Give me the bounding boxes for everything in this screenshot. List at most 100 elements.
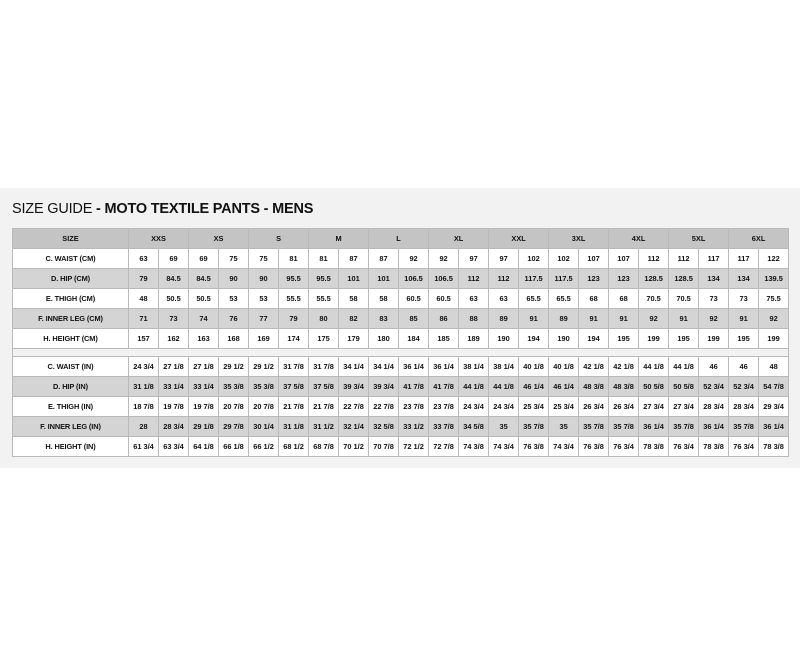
table-cell: 74 3/8 <box>458 435 490 457</box>
table-cell: 71 <box>128 307 159 329</box>
table-cell: 46 <box>728 355 760 377</box>
table-cell: 117 <box>698 247 730 269</box>
table-cell: 52 3/4 <box>698 375 730 397</box>
table-cell: 35 7/8 <box>518 415 550 437</box>
table-cell: 38 1/4 <box>488 355 520 377</box>
table-cell: 112 <box>638 247 670 269</box>
table-cell: 168 <box>218 327 250 349</box>
table-cell: 180 <box>368 327 400 349</box>
table-cell: 35 7/8 <box>578 415 610 437</box>
table-cell: 90 <box>248 267 280 289</box>
table-cell: 29 1/2 <box>248 355 280 377</box>
table-cell: 68 7/8 <box>308 435 340 457</box>
table-cell: 175 <box>308 327 340 349</box>
table-cell: 19 7/8 <box>157 395 190 417</box>
page-title: SIZE GUIDE - MOTO TEXTILE PANTS - MENS <box>12 201 788 218</box>
table-cell: 80 <box>308 307 340 329</box>
table-header-row: SIZE XXS XS S M L XL XXL 3XL 4XL 5XL 6XL <box>12 227 790 249</box>
table-cell: 27 3/4 <box>638 395 670 417</box>
table-header: SIZE XXS XS S M L XL XXL 3XL 4XL 5XL 6XL <box>12 227 790 249</box>
table-cell: 40 1/8 <box>518 355 550 377</box>
table-cell: 88 <box>458 307 490 329</box>
size-guide: SIZE GUIDE - MOTO TEXTILE PANTS - MENS S… <box>0 188 800 467</box>
table-cell: 190 <box>488 327 520 349</box>
table-cell: 128.5 <box>638 267 670 289</box>
table-cell: 22 7/8 <box>338 395 370 417</box>
table-cell: 117.5 <box>518 267 550 289</box>
table-cell: 199 <box>638 327 670 349</box>
table-cell: 68 <box>608 287 640 309</box>
table-cell: 123 <box>578 267 610 289</box>
table-cell: 24 3/4 <box>488 395 520 417</box>
table-cell: 89 <box>548 307 580 329</box>
table-cell: 72 1/2 <box>398 435 430 457</box>
table-cell: 23 7/8 <box>398 395 430 417</box>
table-cell: 97 <box>488 247 520 269</box>
table-cell: 112 <box>488 267 520 289</box>
table-cell: 30 1/4 <box>248 415 280 437</box>
header-cell-size: SIZE <box>12 227 129 249</box>
table-cell: 194 <box>518 327 550 349</box>
table-cell: 35 3/8 <box>248 375 280 397</box>
table-cell: 63 <box>128 247 159 269</box>
table-cell: 25 3/4 <box>518 395 550 417</box>
table-cell: 65.5 <box>548 287 580 309</box>
table-cell: 65.5 <box>518 287 550 309</box>
table-cell: 97 <box>458 247 490 269</box>
table-cell: 134 <box>728 267 760 289</box>
table-cell: 78 3/8 <box>698 435 730 457</box>
table-cell: 27 1/8 <box>157 355 190 377</box>
table-body: C. WAIST (CM) 63 69 69 75 75 81 81 87 87 92 92 97 97 1… <box>11 247 790 457</box>
table-cell: 36 1/4 <box>758 415 790 437</box>
table-cell: 82 <box>338 307 370 329</box>
table-cell: 86 <box>428 307 460 329</box>
table-cell: 77 <box>248 307 280 329</box>
table-cell: 102 <box>548 247 580 269</box>
table-cell: 68 1/2 <box>278 435 310 457</box>
table-cell: 29 7/8 <box>218 415 250 437</box>
table-cell: 74 3/4 <box>488 435 520 457</box>
table-cell: 21 7/8 <box>278 395 310 417</box>
table-cell: 31 1/8 <box>278 415 310 437</box>
table-cell: 33 1/4 <box>157 375 190 397</box>
table-cell: 35 <box>488 415 520 437</box>
table-cell: 52 3/4 <box>728 375 760 397</box>
table-cell: 63 3/4 <box>157 435 190 457</box>
table-cell: 44 1/8 <box>638 355 670 377</box>
table-cell: 79 <box>128 267 159 289</box>
table-cell: 35 7/8 <box>668 415 700 437</box>
table-cell: 66 1/8 <box>218 435 250 457</box>
table-cell: 34 1/4 <box>338 355 370 377</box>
table-cell: 68 <box>578 287 610 309</box>
table-cell: 162 <box>157 327 190 349</box>
table-cell: 66 1/2 <box>248 435 280 457</box>
table-cell: 84.5 <box>188 267 220 289</box>
table-cell: 46 1/4 <box>548 375 580 397</box>
table-cell: 24 3/4 <box>458 395 490 417</box>
row-label: D. HIP (CM) <box>12 267 129 289</box>
table-cell: 76 3/8 <box>518 435 550 457</box>
table-cell: 55.5 <box>308 287 340 309</box>
table-cell: 101 <box>338 267 370 289</box>
table-cell: 41 7/8 <box>398 375 430 397</box>
table-cell: 41 7/8 <box>428 375 460 397</box>
table-cell: 92 <box>698 307 730 329</box>
table-cell: 31 1/8 <box>128 375 159 397</box>
table-cell: 35 7/8 <box>608 415 640 437</box>
row-label: C. WAIST (IN) <box>12 355 129 377</box>
table-row: F. INNER LEG (IN) 28 28 3/4 29 1/8 29 7/8 30 … <box>12 415 790 437</box>
table-cell: 190 <box>548 327 580 349</box>
table-cell: 33 1/4 <box>188 375 220 397</box>
table-cell: 75 <box>218 247 250 269</box>
table-cell: 72 7/8 <box>428 435 460 457</box>
table-cell: 85 <box>398 307 430 329</box>
table-cell: 42 1/8 <box>608 355 640 377</box>
table-cell: 123 <box>608 267 640 289</box>
table-cell: 194 <box>578 327 610 349</box>
table-cell: 28 <box>128 415 159 437</box>
table-row: C. WAIST (IN) 24 3/4 27 1/8 27 1/8 29 1/2 29 … <box>12 355 790 377</box>
table-cell: 31 7/8 <box>308 355 340 377</box>
table-cell: 38 1/4 <box>458 355 490 377</box>
table-cell: 73 <box>728 287 760 309</box>
table-row: E. THIGH (CM) 48 50.5 50.5 53 53 55.5 55.5 58 58 6… <box>12 287 790 309</box>
